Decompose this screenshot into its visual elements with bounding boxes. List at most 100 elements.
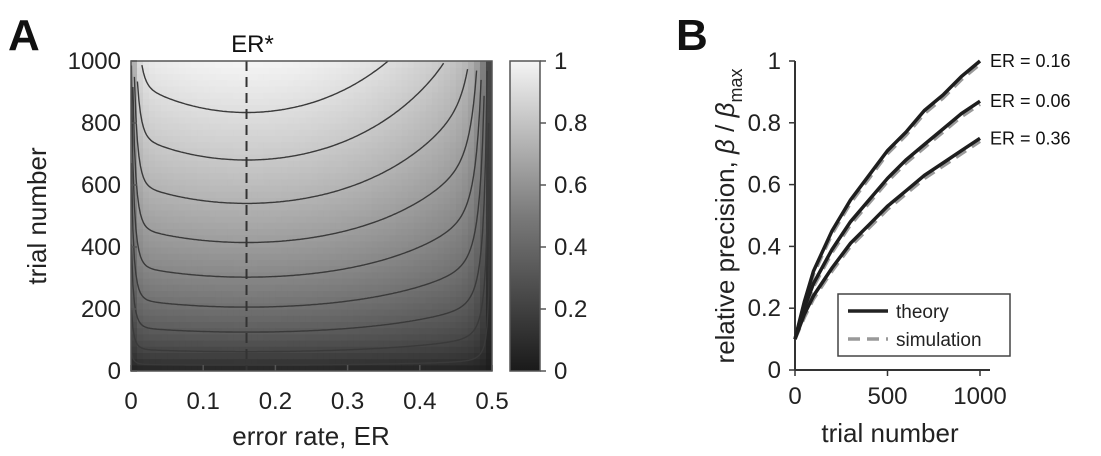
heatmap-cell [299,222,307,229]
heatmap-cell [293,191,301,198]
heatmap-cell [359,352,367,360]
heatmap-cell [395,209,403,217]
heatmap-cell [269,240,276,248]
heatmap-cell [431,265,439,273]
heatmap-cell [149,284,156,291]
heatmap-cell [347,309,355,316]
heatmap-cell [251,247,258,254]
heatmap-cell [299,352,307,360]
heatmap-cell [149,340,156,347]
heatmap-cell [353,61,361,68]
heatmap-cell [233,315,240,322]
contour-line [141,61,389,114]
heatmap-cell [155,253,162,260]
heatmap-cell [479,340,487,347]
heatmap-cell [281,92,289,99]
heatmap-cell [329,259,337,267]
heatmap-cell [299,216,307,223]
heatmap-cell [371,302,379,310]
heatmap-cell [335,253,343,260]
heatmap-cell [431,234,439,242]
heatmap-cell [329,185,337,192]
heatmap-cell [449,309,457,316]
heatmap-cell [383,358,391,366]
heatmap-cell [425,135,433,143]
heatmap-cell [299,364,307,371]
heatmap-cell [467,296,475,304]
heatmap-cell [239,228,246,236]
heatmap-cell [137,61,144,68]
heatmap-cell [449,321,457,329]
heatmap-cell [389,154,397,161]
heatmap-cell [443,123,451,130]
heatmap-cell [221,284,228,291]
heatmap-cell [383,172,391,180]
heatmap-cell [155,123,162,130]
heatmap-cell [359,278,367,285]
heatmap-cell [467,209,475,217]
heatmap-cell [173,247,180,254]
heatmap-cell [425,271,433,279]
heatmap-cell [251,271,258,279]
heatmap-cell [443,166,451,174]
heatmap-cell [281,185,289,192]
heatmap-cell [323,98,331,105]
heatmap-cell [263,135,270,143]
heatmap-cell [167,216,174,223]
heatmap-cell [263,333,270,341]
heatmap-cell [197,247,204,254]
heatmap-cell [407,346,415,353]
heatmap-cell [185,197,192,205]
heatmap-cell [293,172,301,180]
heatmap-cell [155,222,162,229]
heatmap-cell [299,278,307,285]
heatmap-cell [251,228,258,236]
heatmap-cell [167,315,174,322]
heatmap-cell [299,346,307,353]
heatmap-cell [353,315,361,322]
legend-box [837,293,1011,357]
heatmap-cell [305,123,313,130]
heatmap-cell [155,271,162,279]
heatmap-cell [227,259,234,267]
heatmap-cell [449,284,457,291]
heatmap-cell [323,154,331,161]
heatmap-cell [179,247,186,254]
heatmap-cell [131,321,138,329]
heatmap-cell [353,290,361,298]
heatmap-cell [221,327,228,335]
heatmap-cell [281,178,289,186]
heatmap-cell [359,197,367,205]
heatmap-cell [401,135,409,143]
heatmap-cell [431,166,439,174]
heatmap-cell [275,333,283,341]
heatmap-cell [155,259,162,267]
heatmap-cell [419,284,427,291]
heatmap-cell [467,166,475,174]
heatmap-cell [467,284,475,291]
heatmap-cell [167,85,174,93]
heatmap-cell [473,309,481,316]
heatmap-cell [143,321,150,329]
heatmap-cell [431,259,439,267]
heatmap-cell [431,135,439,143]
heatmap-cell [281,116,289,124]
heatmap-cell [449,364,457,371]
heatmap-cell [431,85,439,93]
heatmap-cell [359,154,367,161]
heatmap-cell [269,228,276,236]
heatmap-cell [215,98,222,105]
heatmap-cell [251,309,258,316]
heatmap-cell [179,271,186,279]
heatmap-cell [227,302,234,310]
heatmap-cell [329,309,337,316]
heatmap-cell [353,160,361,167]
heatmap-cell [233,203,240,211]
heatmap-cell [377,327,385,335]
heatmap-cell [197,154,204,161]
heatmap-cell [419,79,427,87]
heatmap-cell [443,333,451,341]
heatmap-cell [419,185,427,192]
heatmap-cell [167,92,174,99]
